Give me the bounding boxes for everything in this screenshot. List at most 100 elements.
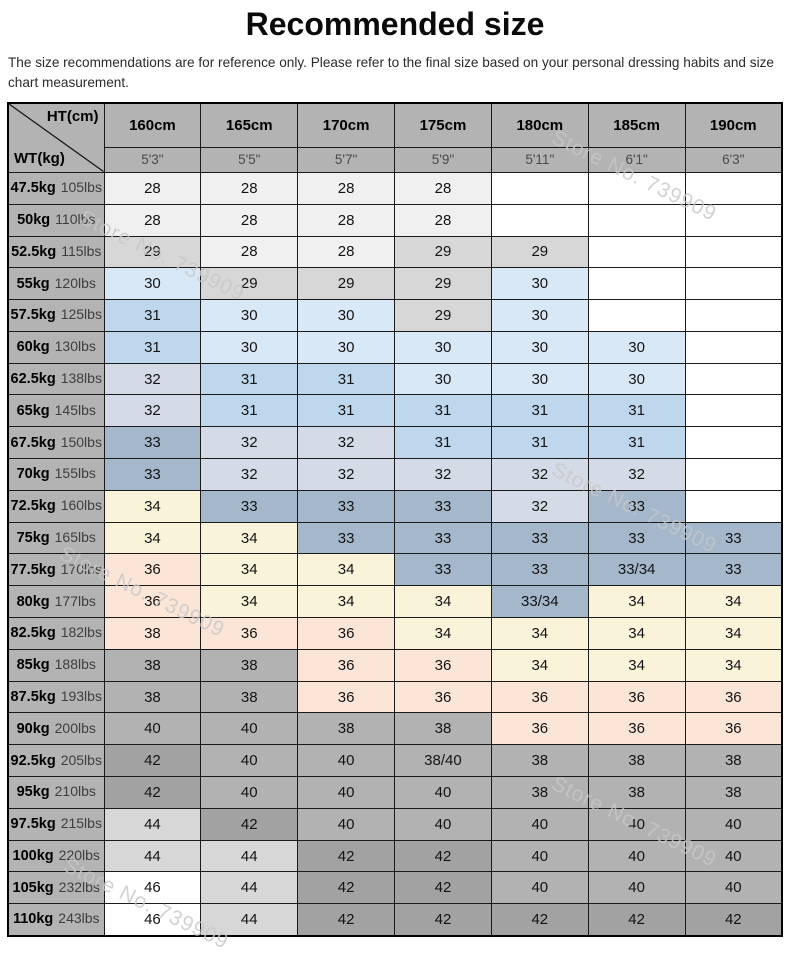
- size-cell: 36: [297, 680, 396, 714]
- size-cell: 42: [103, 776, 202, 809]
- size-cell: 34: [394, 585, 492, 619]
- size-cell: [684, 489, 783, 523]
- weight-kg: 55kg: [16, 275, 50, 292]
- size-cell: 28: [394, 203, 492, 237]
- table-row: 110kg 243lbs 46 44 42 42 42 42 42: [7, 903, 783, 937]
- size-cell: 33: [490, 521, 589, 555]
- size-cell: [684, 267, 783, 301]
- size-cell: 40: [297, 776, 396, 809]
- size-cell: 33: [684, 553, 783, 587]
- size-cell: 38: [103, 617, 202, 650]
- weight-kg: 80kg: [16, 593, 50, 610]
- weight-lbs: 215lbs: [60, 815, 102, 832]
- size-cell: [684, 235, 783, 269]
- size-cell: [684, 330, 783, 364]
- height-subheader: 5'5": [200, 146, 299, 173]
- size-cell: 28: [297, 203, 396, 237]
- weight-kg: 100kg: [12, 848, 54, 865]
- weight-lbs: 205lbs: [60, 751, 102, 768]
- weight-kg: 52.5kg: [11, 243, 57, 260]
- height-header: 190cm: [684, 102, 783, 148]
- weight-lbs: 243lbs: [58, 910, 100, 927]
- size-cell: [684, 362, 783, 396]
- size-cell: 29: [490, 235, 589, 269]
- weight-label: 80kg 177lbs: [7, 585, 105, 619]
- size-cell: 30: [200, 299, 299, 332]
- weight-label: 85kg 188lbs: [7, 648, 105, 682]
- page-title: Recommended size: [245, 6, 545, 42]
- height-subheader: 5'7": [297, 146, 396, 173]
- table-row: 80kg 177lbs 36 34 34 34 33/34 34 34: [7, 585, 783, 619]
- weight-label: 82.5kg 182lbs: [7, 617, 105, 650]
- weight-kg: 82.5kg: [10, 625, 56, 642]
- size-cell: 38: [103, 680, 202, 714]
- size-cell: 33: [200, 489, 299, 523]
- weight-label: 97.5kg 215lbs: [7, 807, 105, 841]
- size-cell: 29: [103, 235, 202, 269]
- size-cell: [684, 394, 783, 428]
- table-row: 47.5kg 105lbs 28 28 28 28: [7, 171, 783, 205]
- size-cell: [684, 426, 783, 460]
- size-cell: 34: [684, 648, 783, 682]
- table-row: 100kg 220lbs 44 44 42 42 40 40 40: [7, 839, 783, 873]
- size-cell: 40: [587, 839, 686, 873]
- size-cell: 42: [103, 744, 202, 778]
- size-cell: 30: [200, 330, 299, 364]
- size-cell: 30: [587, 330, 686, 364]
- weight-label: 55kg 120lbs: [7, 267, 105, 301]
- table-row: 82.5kg 182lbs 38 36 36 34 34 34 34: [7, 617, 783, 650]
- size-cell: 44: [200, 903, 299, 937]
- weight-lbs: 125lbs: [60, 306, 102, 323]
- weight-lbs: 105lbs: [60, 179, 102, 196]
- weight-label: 70kg 155lbs: [7, 458, 105, 491]
- weight-label: 87.5kg 193lbs: [7, 680, 105, 714]
- diagonal-divider: [9, 104, 104, 172]
- size-cell: 42: [490, 903, 589, 937]
- size-cell: 40: [297, 807, 396, 841]
- size-cell: 28: [297, 235, 396, 269]
- size-cell: 36: [587, 712, 686, 746]
- table-row: 70kg 155lbs 33 32 32 32 32 32: [7, 458, 783, 491]
- size-cell: 31: [103, 330, 202, 364]
- weight-lbs: 193lbs: [60, 688, 102, 705]
- size-cell: 40: [394, 776, 492, 809]
- weight-label: 72.5kg 160lbs: [7, 489, 105, 523]
- weight-kg: 57.5kg: [10, 307, 56, 324]
- weight-kg: 60kg: [16, 339, 50, 356]
- size-cell: 29: [394, 235, 492, 269]
- height-header: 170cm: [297, 102, 396, 148]
- size-cell: 28: [200, 171, 299, 205]
- size-cell: 40: [394, 807, 492, 841]
- weight-kg: 72.5kg: [10, 498, 56, 515]
- size-cell: 32: [200, 458, 299, 491]
- size-cell: 40: [200, 776, 299, 809]
- weight-label: 67.5kg 150lbs: [7, 426, 105, 460]
- table-row: 90kg 200lbs 40 40 38 38 36 36 36: [7, 712, 783, 746]
- height-subheader: 5'9": [394, 146, 492, 173]
- size-cell: 31: [200, 394, 299, 428]
- size-cell: 30: [297, 299, 396, 332]
- weight-kg: 92.5kg: [10, 752, 56, 769]
- size-cell: 40: [684, 807, 783, 841]
- size-cell: 38/40: [394, 744, 492, 778]
- table-row: 87.5kg 193lbs 38 38 36 36 36 36 36: [7, 680, 783, 714]
- size-cell: [587, 235, 686, 269]
- table-row: 67.5kg 150lbs 33 32 32 31 31 31: [7, 426, 783, 460]
- weight-lbs: 188lbs: [54, 656, 96, 673]
- weight-label: 92.5kg 205lbs: [7, 744, 105, 778]
- size-cell: 33/34: [490, 585, 589, 619]
- size-cell: 42: [684, 903, 783, 937]
- table-row: 65kg 145lbs 32 31 31 31 31 31: [7, 394, 783, 428]
- weight-kg: 110kg: [12, 911, 54, 928]
- size-cell: [587, 299, 686, 332]
- weight-kg: 105kg: [12, 879, 54, 896]
- size-cell: 38: [297, 712, 396, 746]
- size-cell: 28: [200, 235, 299, 269]
- size-cell: 34: [200, 585, 299, 619]
- table-row: 72.5kg 160lbs 34 33 33 33 32 33: [7, 489, 783, 523]
- size-cell: 36: [394, 680, 492, 714]
- size-cell: 33: [587, 521, 686, 555]
- weight-kg: 62.5kg: [10, 371, 56, 388]
- table-row: 105kg 232lbs 46 44 42 42 40 40 40: [7, 871, 783, 905]
- weight-label: 110kg 243lbs: [7, 903, 105, 937]
